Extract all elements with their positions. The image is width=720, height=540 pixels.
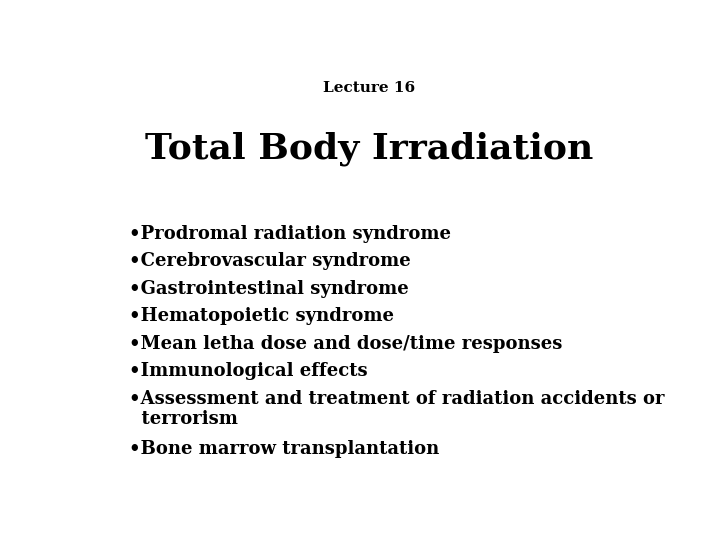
Text: •Immunological effects: •Immunological effects [129, 362, 368, 380]
Text: •Cerebrovascular syndrome: •Cerebrovascular syndrome [129, 252, 411, 271]
Text: Total Body Irradiation: Total Body Irradiation [145, 131, 593, 166]
Text: Lecture 16: Lecture 16 [323, 82, 415, 96]
Text: •Mean letha dose and dose/time responses: •Mean letha dose and dose/time responses [129, 335, 562, 353]
Text: •Hematopoietic syndrome: •Hematopoietic syndrome [129, 307, 394, 325]
Text: •Prodromal radiation syndrome: •Prodromal radiation syndrome [129, 225, 451, 243]
Text: •Gastrointestinal syndrome: •Gastrointestinal syndrome [129, 280, 409, 298]
Text: •Bone marrow transplantation: •Bone marrow transplantation [129, 440, 439, 458]
Text: •Assessment and treatment of radiation accidents or
  terrorism: •Assessment and treatment of radiation a… [129, 389, 665, 428]
